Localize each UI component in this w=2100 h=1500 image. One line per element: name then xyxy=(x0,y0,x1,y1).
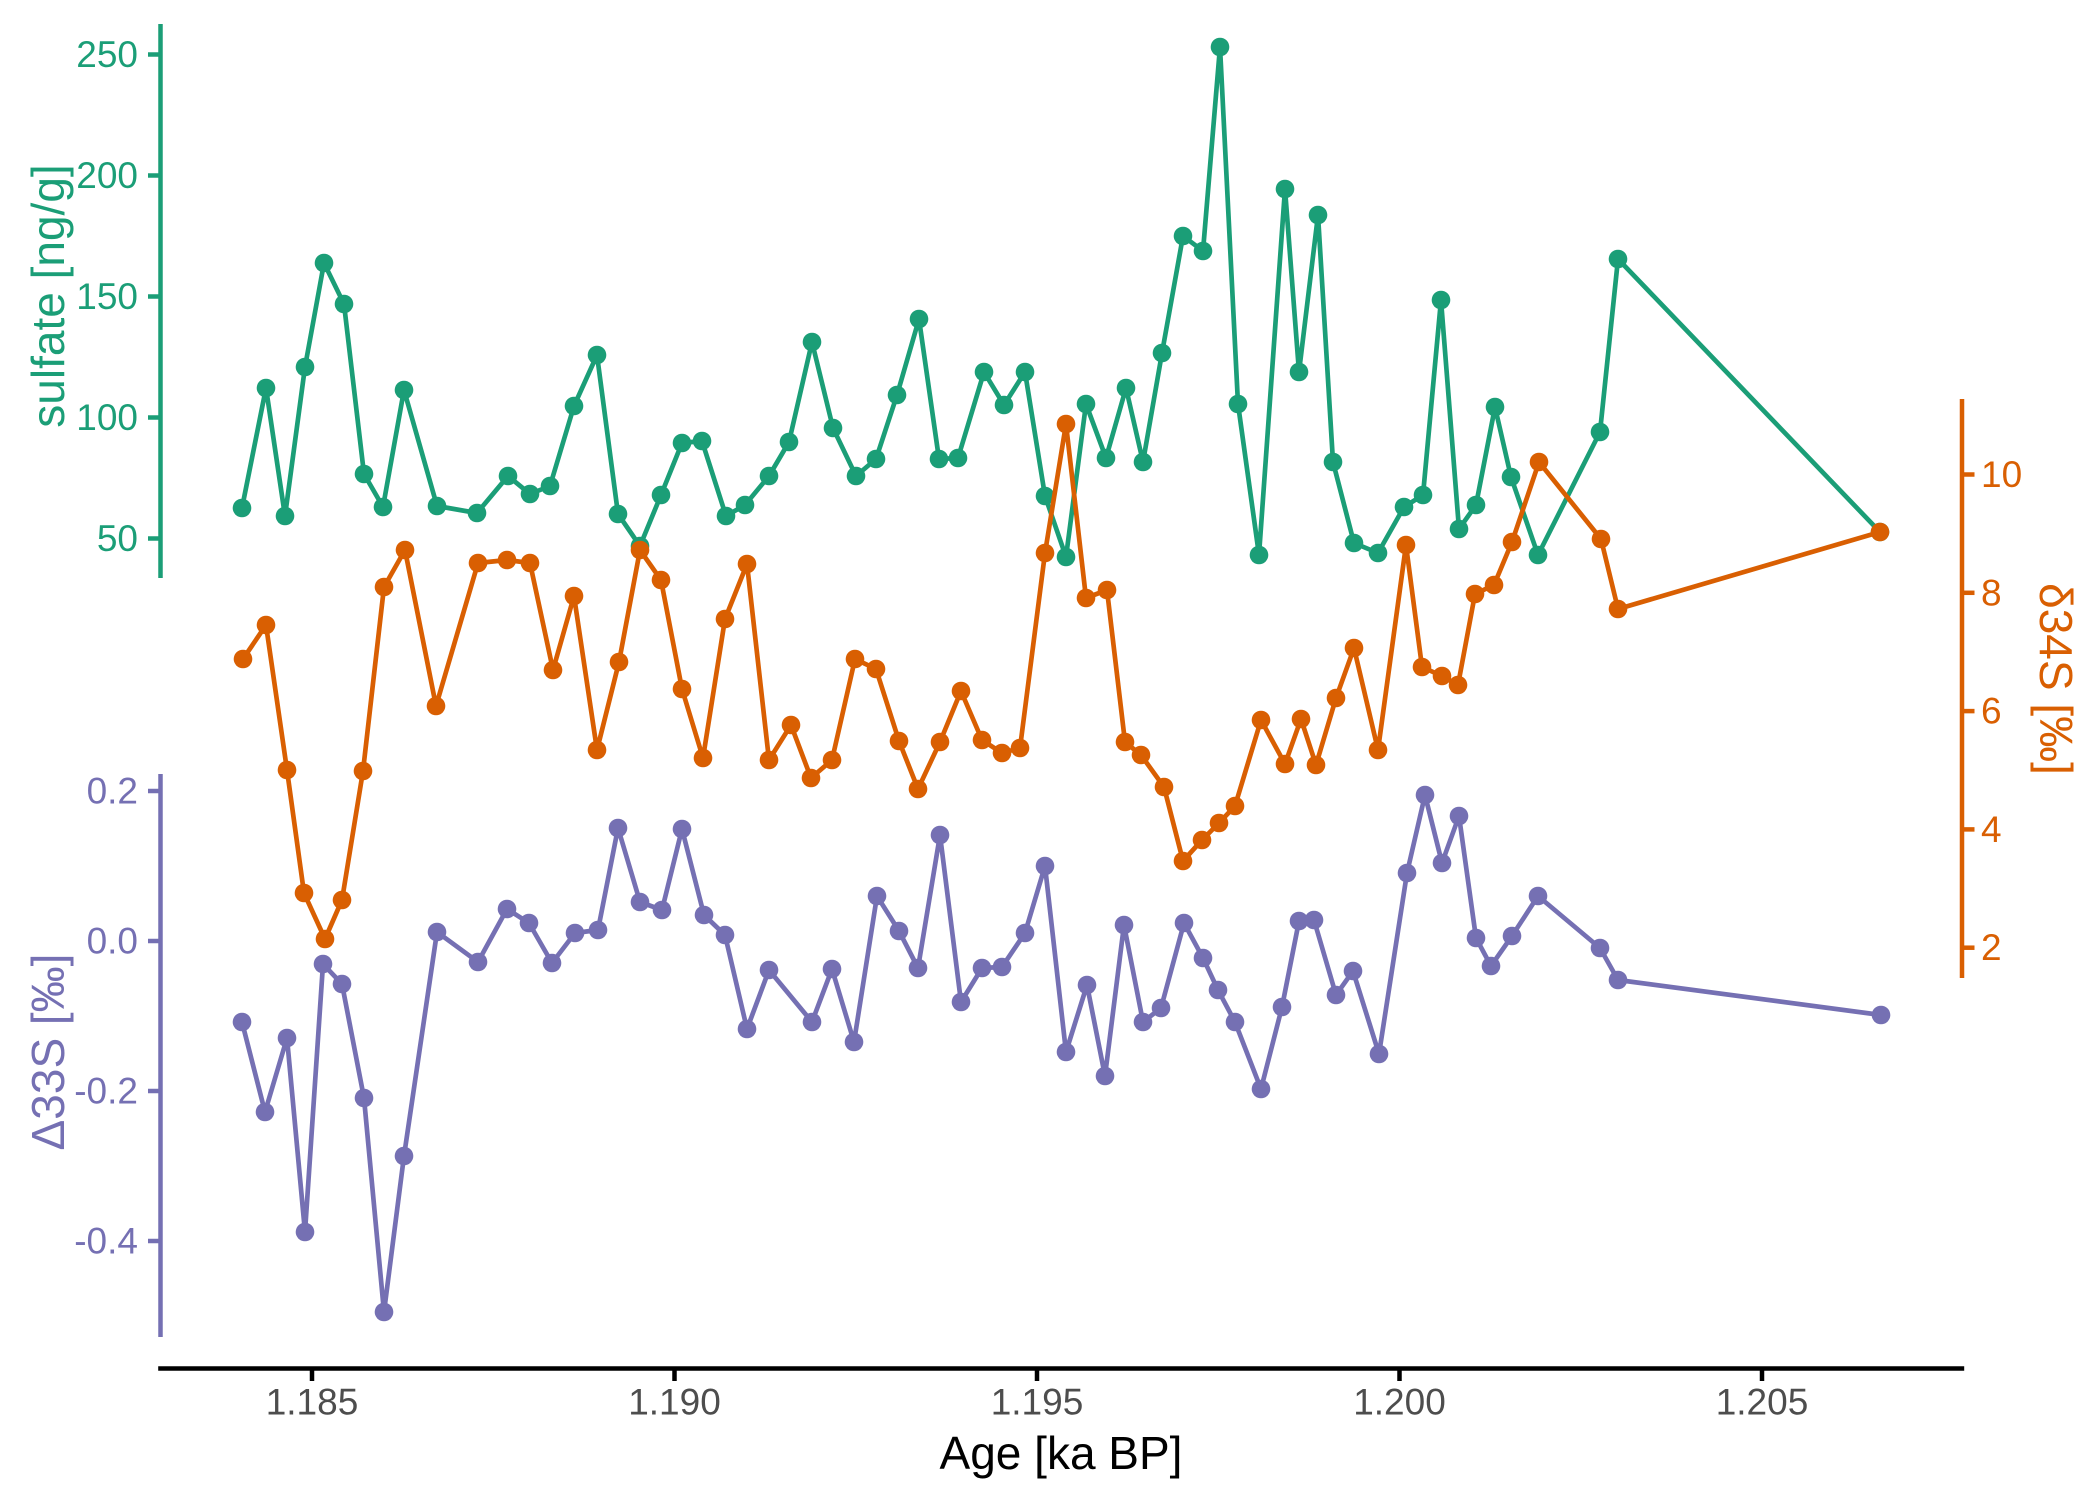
svg-text:Δ33S [‰]: Δ33S [‰] xyxy=(22,954,74,1151)
svg-text:8: 8 xyxy=(1981,572,2002,613)
svg-text:2: 2 xyxy=(1981,927,2002,968)
svg-text:1.195: 1.195 xyxy=(991,1382,1084,1423)
svg-text:6: 6 xyxy=(1981,691,2002,732)
svg-text:1.190: 1.190 xyxy=(628,1382,721,1423)
svg-text:sulfate [ng/g]: sulfate [ng/g] xyxy=(22,164,74,427)
svg-text:100: 100 xyxy=(76,397,138,438)
svg-text:0.0: 0.0 xyxy=(87,921,138,962)
svg-text:-0.4: -0.4 xyxy=(74,1221,138,1262)
svg-text:200: 200 xyxy=(76,155,138,196)
svg-text:0.2: 0.2 xyxy=(87,771,138,812)
svg-text:50: 50 xyxy=(97,518,138,559)
svg-text:1.200: 1.200 xyxy=(1353,1382,1446,1423)
svg-text:150: 150 xyxy=(76,276,138,317)
svg-text:1.205: 1.205 xyxy=(1716,1382,1809,1423)
svg-text:4: 4 xyxy=(1981,809,2002,850)
svg-text:1.185: 1.185 xyxy=(266,1382,359,1423)
svg-text:250: 250 xyxy=(76,34,138,75)
svg-text:10: 10 xyxy=(1981,454,2022,495)
svg-text:Age [ka BP]: Age [ka BP] xyxy=(940,1427,1183,1479)
svg-text:δ34S [‰]: δ34S [‰] xyxy=(2030,583,2082,775)
svg-text:-0.2: -0.2 xyxy=(74,1071,138,1112)
